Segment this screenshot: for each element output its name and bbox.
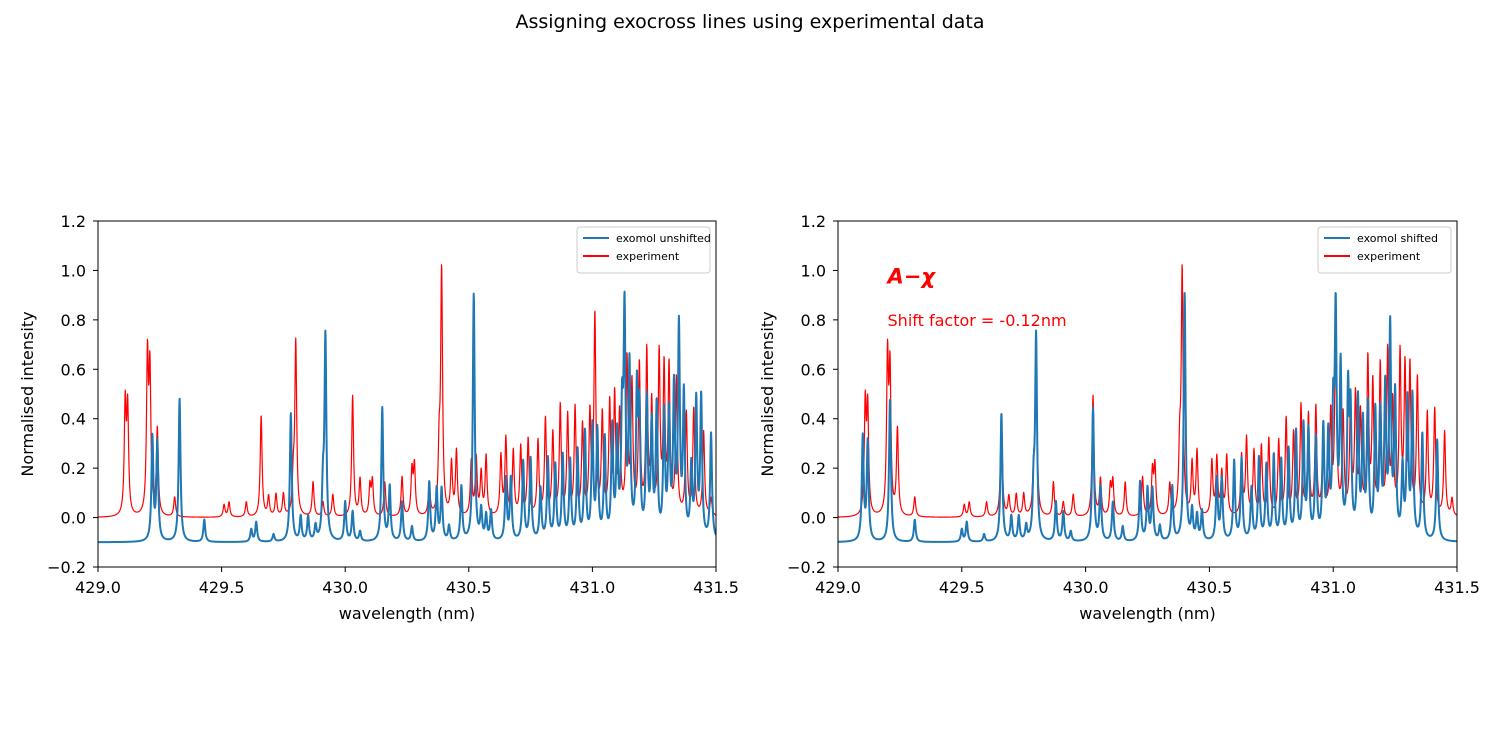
y-tick-label: −0.2 — [47, 558, 86, 577]
y-tick-label: 0.6 — [801, 360, 826, 379]
series-line-exomol-shifted — [838, 291, 1457, 543]
y-tick-label: 1.0 — [801, 261, 826, 280]
x-tick-label: 430.5 — [446, 578, 492, 597]
y-tick-label: −0.2 — [787, 558, 826, 577]
x-tick-label: 429.0 — [815, 578, 861, 597]
series-line-exomol-unshifted — [98, 290, 716, 544]
y-tick-label: 0.0 — [801, 509, 826, 528]
legend: exomol unshifted experiment — [576, 226, 711, 274]
y-tick-label: 0.2 — [801, 459, 826, 478]
y-axis-label: Normalised intensity — [18, 311, 37, 476]
x-tick-label: 430.5 — [1186, 578, 1232, 597]
legend-entry-experiment: experiment — [1357, 250, 1421, 263]
y-tick-label: 1.2 — [61, 212, 86, 231]
figure-title: Assigning exocross lines using experimen… — [515, 11, 985, 33]
left-chart-panel: 429.0 429.5 430.0 430.5 431.0 431.5 −0.2 0.0 0.2… — [18, 212, 739, 623]
legend-entry-exomol-shifted: exomol shifted — [1357, 232, 1438, 245]
legend: exomol shifted experiment — [1317, 226, 1452, 274]
shift-factor-annotation: Shift factor = -0.12nm — [888, 311, 1067, 330]
legend-entry-exomol-unshifted: exomol unshifted — [616, 232, 711, 245]
x-tick-label: 429.5 — [199, 578, 245, 597]
plot-frame — [837, 220, 1458, 568]
species-annotation: A−χ — [886, 264, 937, 288]
y-tick-label: 0.4 — [801, 410, 826, 429]
x-tick-label: 431.0 — [569, 578, 615, 597]
x-tick-label: 429.0 — [75, 578, 121, 597]
y-tick-label: 1.2 — [801, 212, 826, 231]
y-tick-label: 1.0 — [61, 261, 86, 280]
x-axis-label: wavelength (nm) — [339, 604, 476, 623]
x-tick-label: 431.5 — [1434, 578, 1480, 597]
y-tick-label: 0.8 — [61, 311, 86, 330]
y-axis-label: Normalised intensity — [758, 311, 777, 476]
legend-entry-experiment: experiment — [616, 250, 680, 263]
legend-frame — [1317, 226, 1452, 274]
x-tick-label: 431.5 — [693, 578, 739, 597]
x-tick-label: 430.0 — [322, 578, 368, 597]
y-tick-label: 0.4 — [61, 410, 86, 429]
y-tick-label: 0.2 — [61, 459, 86, 478]
x-axis-label: wavelength (nm) — [1079, 604, 1216, 623]
plot-frame — [97, 220, 717, 568]
legend-frame — [576, 226, 711, 274]
x-tick-label: 430.0 — [1063, 578, 1109, 597]
series-line-experiment — [838, 264, 1457, 518]
x-tick-label: 431.0 — [1310, 578, 1356, 597]
x-tick-label: 429.5 — [939, 578, 985, 597]
right-chart-panel: 429.0 429.5 430.0 430.5 431.0 431.5 −0.2 0.0 0.2… — [758, 212, 1480, 623]
y-tick-label: 0.8 — [801, 311, 826, 330]
y-tick-label: 0.6 — [61, 360, 86, 379]
y-tick-label: 0.0 — [61, 509, 86, 528]
